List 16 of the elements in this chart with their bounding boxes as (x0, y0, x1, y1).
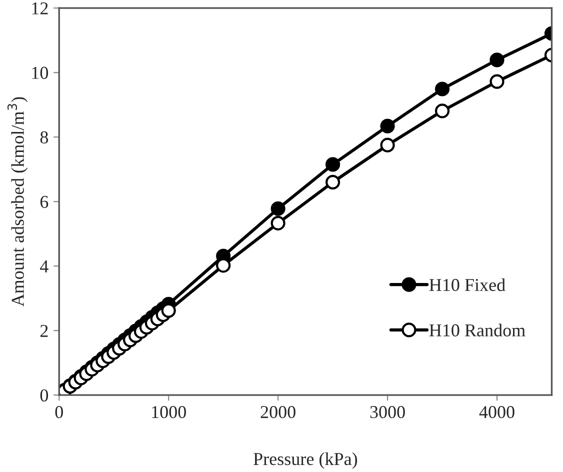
x-tick-label: 3000 (370, 406, 405, 418)
y-tick-label: 4 (40, 260, 48, 272)
x-axis-title: Pressure (kPa) (254, 452, 358, 469)
x-tick-label: 2000 (260, 406, 296, 418)
x-tick-label: 4000 (479, 406, 514, 418)
y-tick-label: 6 (40, 196, 48, 208)
x-tick-label: 1000 (152, 406, 186, 418)
y-tick-label: 2 (40, 324, 48, 337)
legend-label: H10 Random (429, 324, 526, 336)
x-tick-label: 0 (55, 406, 63, 418)
legend-label: H10 Fixed (429, 278, 506, 292)
y-tick-label: 8 (40, 131, 48, 144)
y-tick-label: 0 (40, 389, 48, 402)
y-tick-label: 10 (32, 66, 48, 79)
y-tick-label: 12 (32, 2, 48, 14)
y-axis-title: Amount adsorbed (kmol/m$^{3}$) (7, 97, 28, 307)
